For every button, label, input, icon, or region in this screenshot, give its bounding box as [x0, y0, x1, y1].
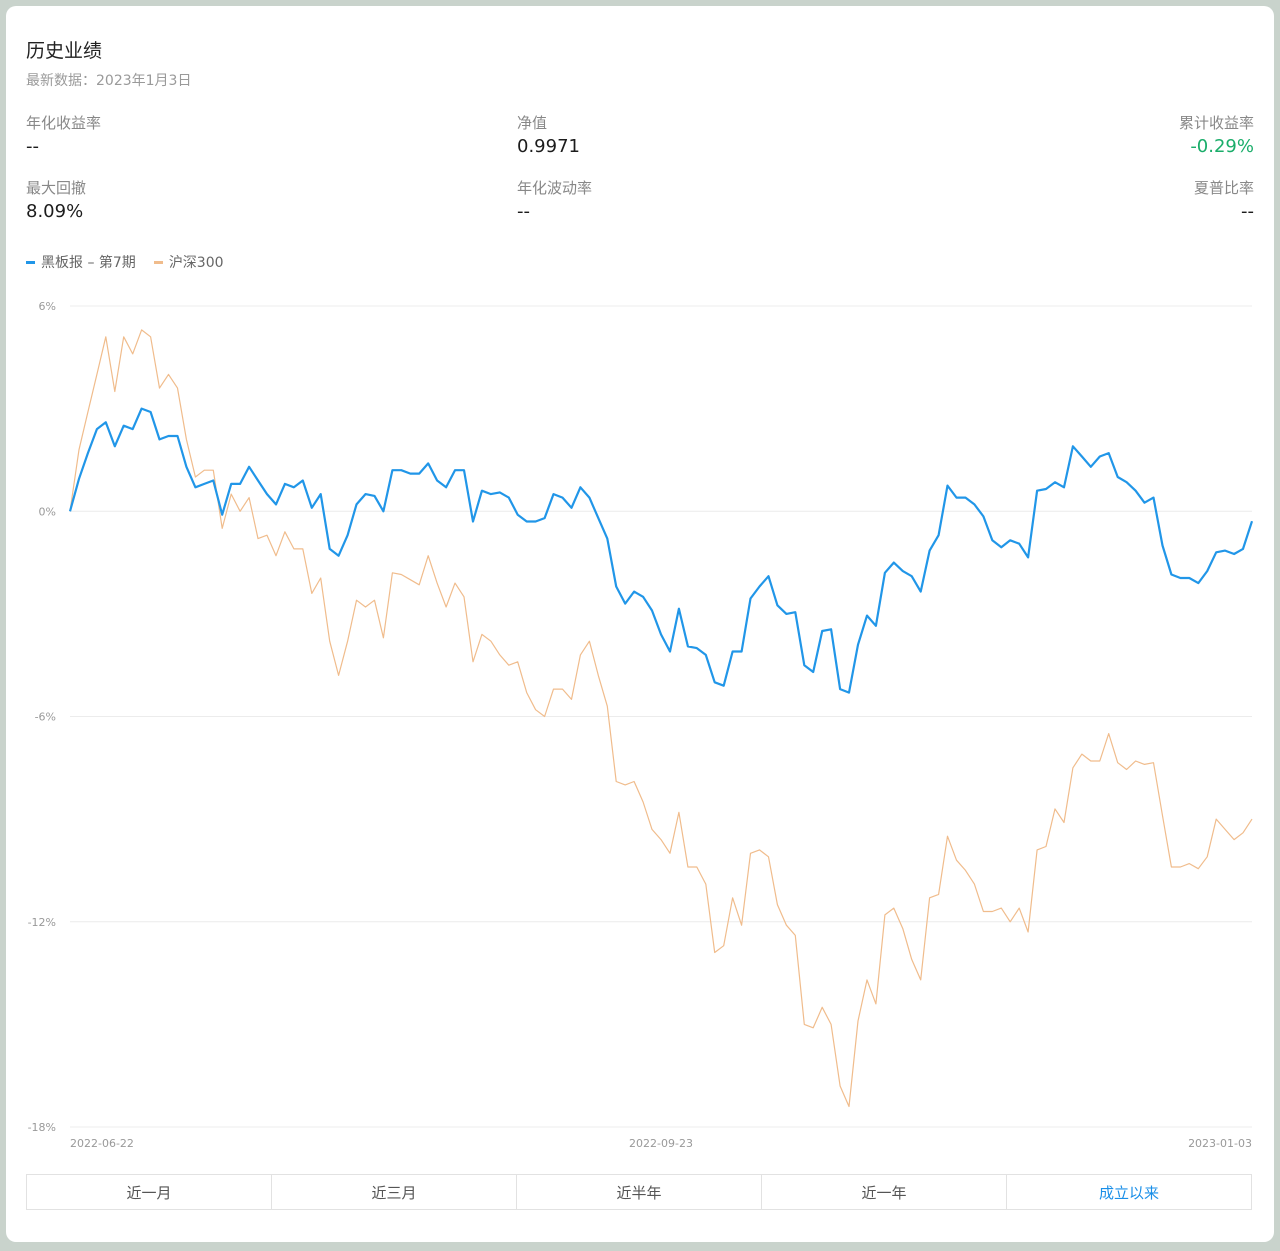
x-tick-label: 2022-06-22: [70, 1137, 134, 1150]
nav-label: 净值: [517, 114, 548, 132]
cumulative-return-value: -0.29%: [1190, 136, 1254, 157]
tab-1-month[interactable]: 近一月: [27, 1175, 272, 1209]
max-drawdown-value: 8.09%: [26, 201, 84, 222]
last-update-date: 最新数据：2023年1月3日: [26, 73, 192, 89]
tab-6-months[interactable]: 近半年: [517, 1175, 762, 1209]
y-tick-label: 0%: [39, 505, 56, 518]
annualized-volatility-value: --: [517, 201, 530, 222]
x-tick-label: 2022-09-23: [629, 1137, 693, 1150]
chart-legend: 黑板报 – 第7期 沪深300: [26, 252, 242, 272]
annualized-volatility-label: 年化波动率: [517, 179, 593, 197]
y-tick-label: 6%: [39, 300, 56, 313]
legend-label-index: 沪深300: [168, 255, 224, 271]
annualized-return-value: --: [26, 136, 39, 157]
period-tabs: 近一月 近三月 近半年 近一年 成立以来: [26, 1174, 1252, 1210]
legend-item-fund[interactable]: 黑板报 – 第7期: [26, 252, 136, 272]
fund-line: [68, 407, 1254, 694]
nav-value: 0.9971: [517, 136, 580, 157]
tab-since-inception[interactable]: 成立以来: [1098, 1183, 1159, 1202]
y-tick-label: -18%: [28, 1121, 56, 1134]
max-drawdown-label: 最大回撤: [26, 179, 87, 197]
annualized-return-label: 年化收益率: [26, 114, 102, 132]
index-swatch: [153, 260, 163, 264]
legend-label-fund: 黑板报 – 第7期: [41, 255, 136, 271]
tab-1-year[interactable]: 近一年: [762, 1175, 1007, 1209]
sharpe-ratio-label: 夏普比率: [1193, 179, 1254, 197]
tab-3-months[interactable]: 近三月: [272, 1175, 517, 1209]
legend-item-index[interactable]: 沪深300: [153, 252, 224, 272]
cumulative-return-label: 累计收益率: [1178, 114, 1254, 132]
performance-line-chart: 6% 0% -6% -12% -18% 2022-06-22 2022-09-23 2023-…: [28, 300, 1254, 1150]
y-tick-label: -6%: [35, 711, 56, 724]
fund-swatch: [26, 260, 35, 264]
performance-card: 历史业绩 最新数据：2023年1月3日 年化收益率 -- 净值 0.9971 累…: [6, 6, 1274, 1242]
page-title: 历史业绩: [26, 40, 103, 62]
sharpe-ratio-value: --: [1241, 201, 1254, 222]
y-tick-label: -12%: [28, 916, 56, 929]
x-tick-label: 2023-01-03: [1188, 1137, 1252, 1150]
index-line: [69, 329, 1253, 1108]
